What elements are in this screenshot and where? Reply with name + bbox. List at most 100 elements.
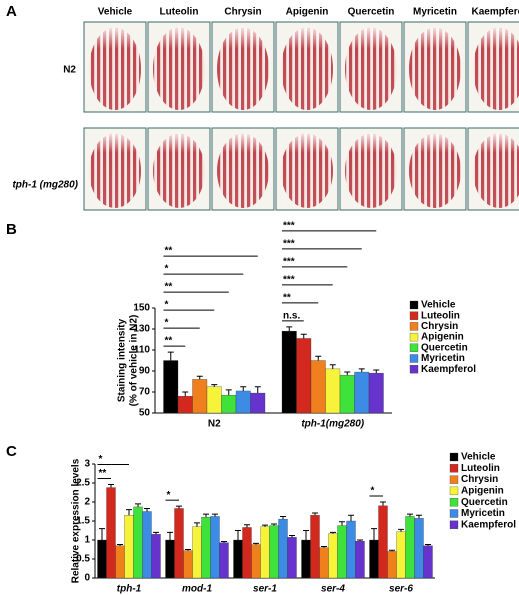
significance-label: * bbox=[371, 486, 375, 497]
error-bar bbox=[185, 549, 191, 551]
bar bbox=[210, 516, 220, 579]
x-tick-label: tph-1 bbox=[117, 584, 142, 595]
legend-label: Kaempferol bbox=[421, 364, 476, 375]
bar bbox=[296, 338, 312, 414]
legend-label: Quercetin bbox=[461, 497, 508, 508]
bar bbox=[97, 539, 107, 579]
worm-shade bbox=[409, 134, 461, 208]
legend-swatch bbox=[409, 322, 419, 331]
worm-shade bbox=[153, 134, 205, 208]
legend-swatch bbox=[449, 486, 459, 496]
worm-shade bbox=[345, 28, 397, 110]
significance-label: ** bbox=[165, 282, 173, 293]
legend-swatch bbox=[449, 452, 459, 462]
bar bbox=[221, 394, 237, 414]
bar bbox=[405, 516, 415, 579]
significance-label: * bbox=[165, 264, 169, 275]
significance-label: *** bbox=[283, 221, 295, 232]
bar bbox=[174, 508, 184, 579]
worm-shade bbox=[89, 28, 141, 110]
bar bbox=[183, 550, 193, 579]
error-bar bbox=[348, 514, 354, 521]
y-tick-label: 90 bbox=[139, 366, 151, 377]
legend-label: Myricetin bbox=[421, 353, 465, 364]
y-axis-label: Relative expression levels bbox=[71, 458, 82, 583]
significance-label: *** bbox=[283, 239, 295, 250]
y-tick-label: 3 bbox=[84, 459, 90, 470]
y-axis-label: (% of vehicle in N2) bbox=[129, 315, 140, 407]
legend-swatch bbox=[409, 311, 419, 320]
x-tick-label: N2 bbox=[208, 419, 221, 430]
bar bbox=[339, 375, 355, 414]
y-tick-label: 110 bbox=[134, 345, 151, 356]
x-tick-label: tph-1(mg280) bbox=[301, 419, 364, 430]
error-bar bbox=[167, 351, 174, 361]
panel-label: A bbox=[6, 3, 17, 20]
column-label: Luteolin bbox=[160, 7, 199, 18]
bar bbox=[278, 518, 288, 579]
column-label: Quercetin bbox=[348, 7, 395, 18]
bar bbox=[355, 540, 365, 579]
legend-label: Chrysin bbox=[421, 321, 458, 332]
y-tick-label: 2.5 bbox=[76, 478, 90, 489]
error-bar bbox=[108, 484, 114, 488]
column-label: Myricetin bbox=[413, 7, 457, 18]
row-label: N2 bbox=[63, 65, 76, 76]
legend-swatch bbox=[409, 343, 419, 352]
bar bbox=[396, 531, 406, 579]
bar bbox=[281, 330, 297, 414]
bar bbox=[133, 506, 143, 579]
bar bbox=[346, 520, 356, 579]
x-tick-label: mod-1 bbox=[182, 584, 212, 595]
y-tick-label: 1.5 bbox=[76, 516, 90, 527]
error-bar bbox=[389, 549, 395, 552]
error-bar bbox=[315, 355, 322, 361]
bar bbox=[192, 379, 208, 414]
y-axis-label: Staining intensity bbox=[117, 318, 128, 402]
x-tick-label: ser-4 bbox=[321, 584, 345, 595]
worm-shade bbox=[217, 134, 269, 208]
significance-label: ** bbox=[283, 293, 291, 304]
significance-label: * bbox=[165, 318, 169, 329]
bar bbox=[325, 368, 341, 414]
error-bar bbox=[300, 333, 307, 339]
error-bar bbox=[398, 528, 404, 532]
significance-label: n.s. bbox=[283, 311, 300, 322]
panel-label: B bbox=[6, 221, 17, 238]
significance-label: ** bbox=[165, 246, 173, 257]
y-tick-label: 0 bbox=[84, 573, 90, 584]
worm-shade bbox=[153, 28, 205, 110]
bar bbox=[354, 371, 370, 414]
bar bbox=[106, 487, 116, 579]
bar bbox=[151, 534, 161, 579]
bar bbox=[251, 544, 261, 579]
worm-shade bbox=[217, 28, 269, 110]
column-label: Kaempferol bbox=[471, 7, 519, 18]
error-bar bbox=[153, 531, 159, 535]
legend-label: Chrysin bbox=[461, 474, 498, 485]
error-bar bbox=[212, 513, 218, 517]
error-bar bbox=[196, 375, 203, 380]
legend-label: Kaempferol bbox=[461, 519, 516, 530]
column-label: Vehicle bbox=[98, 7, 133, 18]
error-bar bbox=[240, 386, 247, 391]
bar bbox=[201, 517, 211, 579]
legend-swatch bbox=[449, 520, 459, 529]
bar bbox=[414, 518, 424, 579]
error-bar bbox=[221, 541, 227, 543]
worm-shade bbox=[281, 28, 333, 110]
bar bbox=[269, 525, 279, 579]
legend-swatch bbox=[449, 509, 459, 518]
error-bar bbox=[416, 514, 422, 519]
y-tick-label: 150 bbox=[133, 303, 150, 314]
error-bar bbox=[167, 531, 173, 540]
bar bbox=[369, 539, 379, 579]
error-bar bbox=[380, 501, 386, 506]
bar bbox=[242, 527, 252, 579]
significance-label: *** bbox=[283, 275, 295, 286]
error-bar bbox=[253, 542, 259, 545]
error-bar bbox=[312, 512, 318, 516]
significance-label: * bbox=[99, 454, 103, 465]
bar bbox=[423, 545, 433, 579]
